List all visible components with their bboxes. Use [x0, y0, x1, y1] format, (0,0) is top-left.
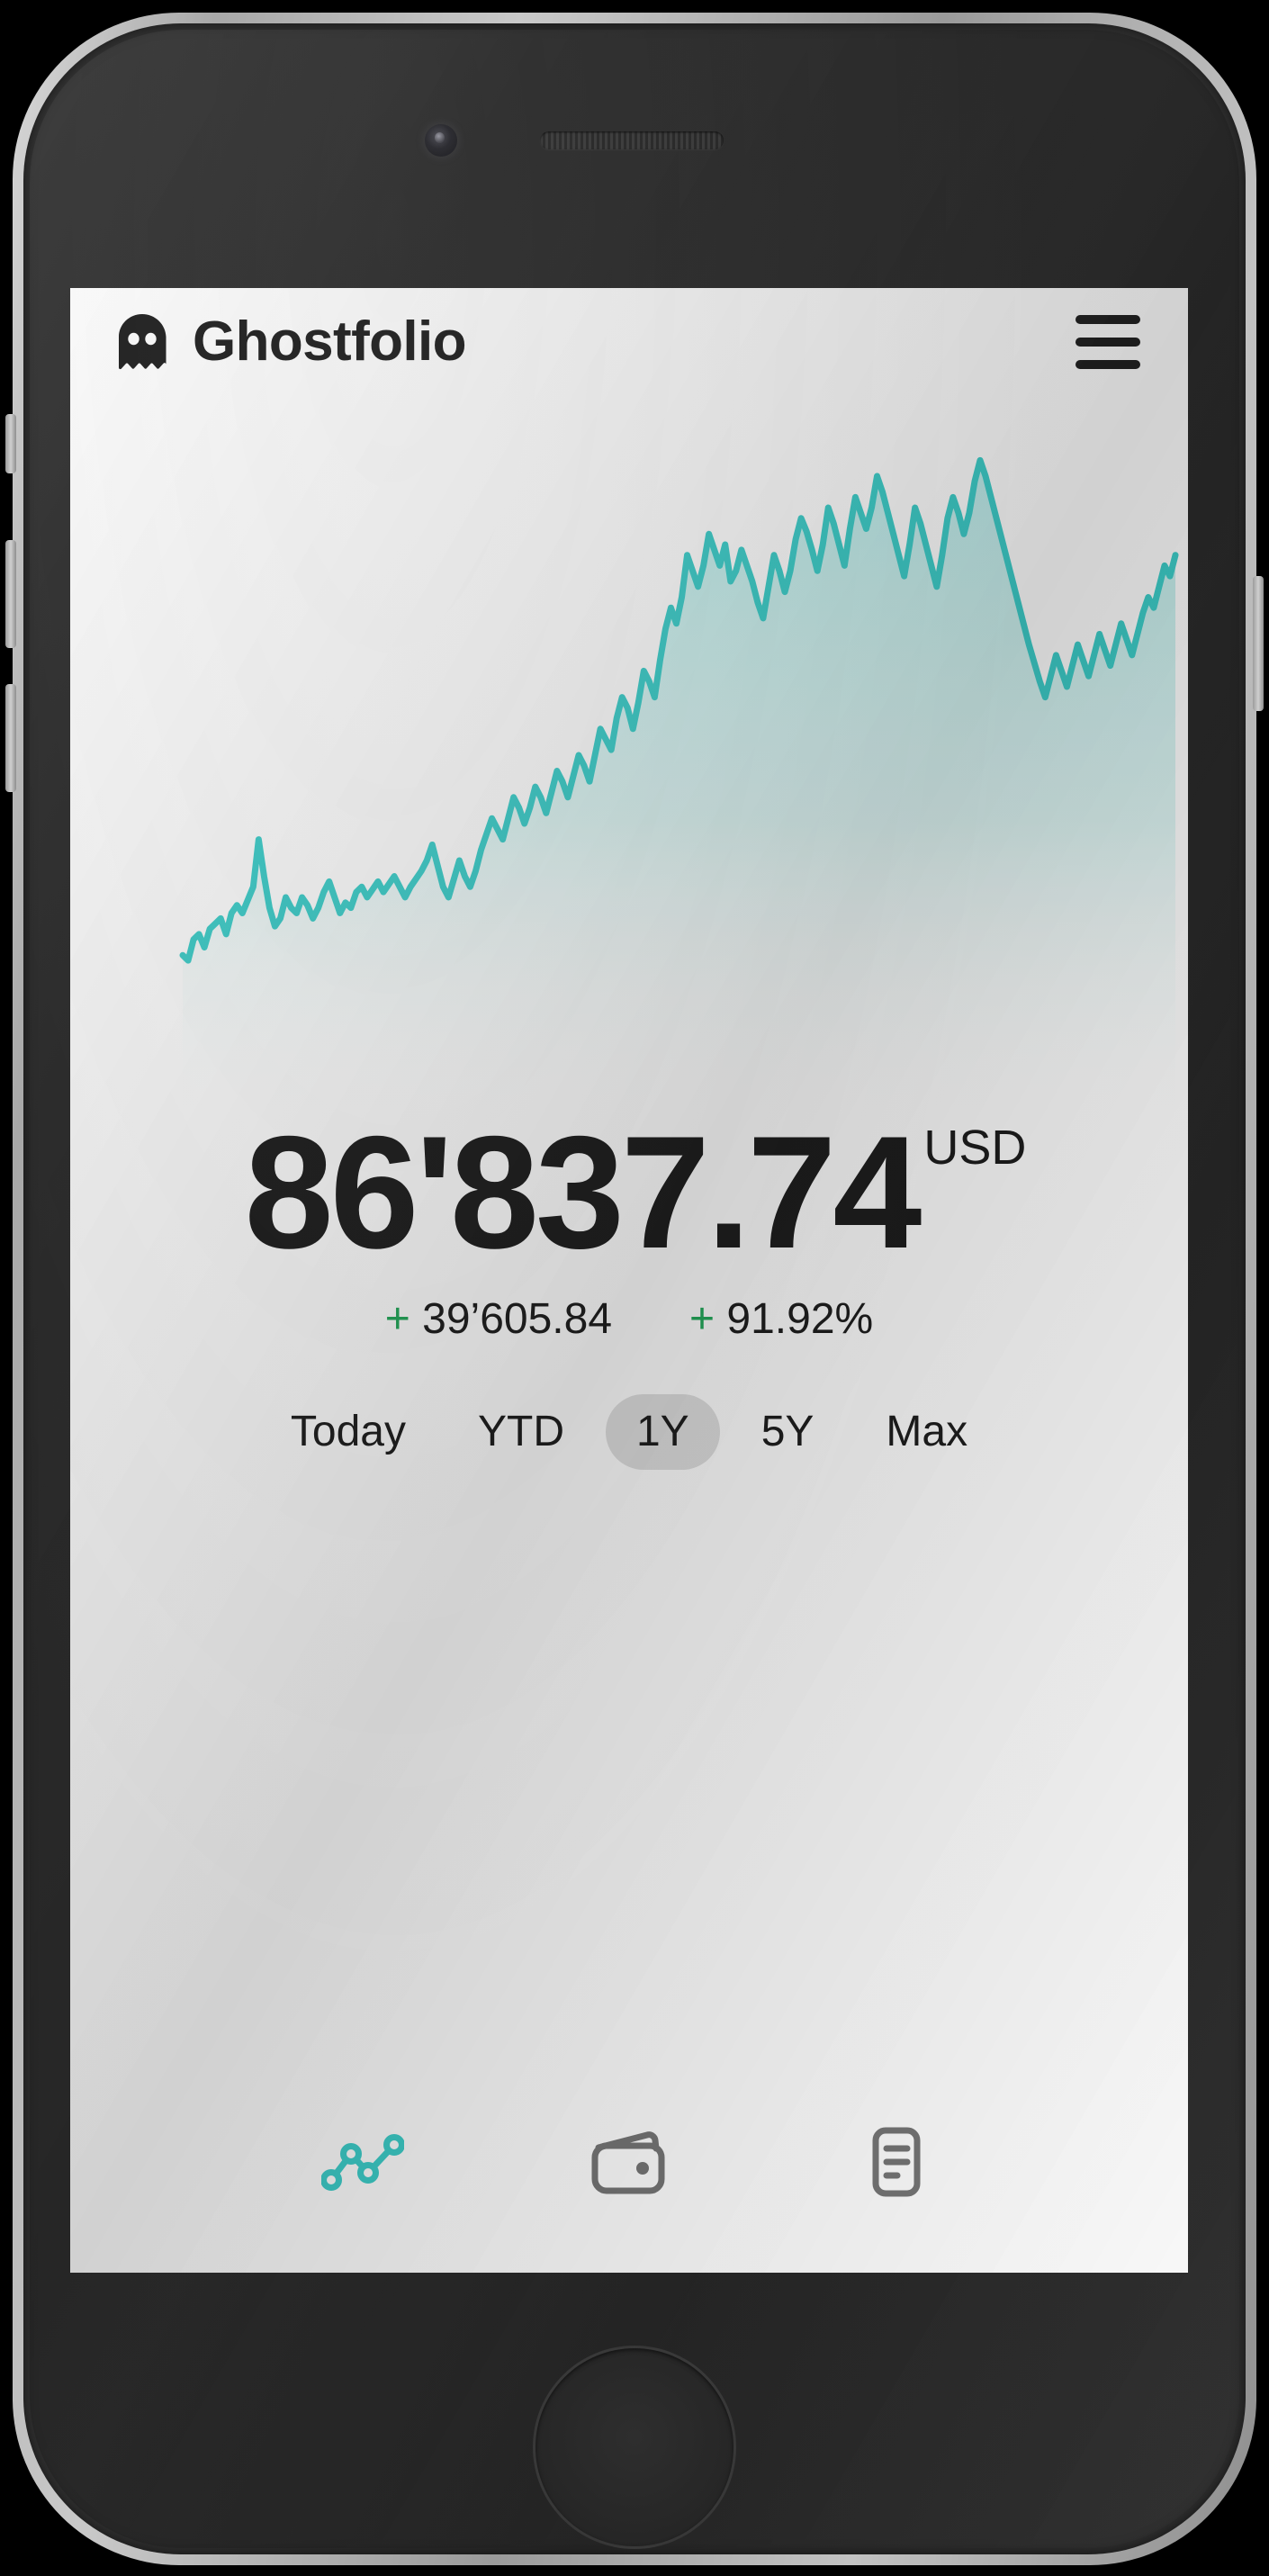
percent-change: + 91.92% [689, 1294, 873, 1344]
period-tab-1y[interactable]: 1Y [605, 1393, 720, 1471]
wallet-icon [591, 2131, 665, 2194]
app-header: Ghostfolio [70, 288, 1188, 396]
chart-area-fill [183, 460, 1175, 1116]
period-tab-ytd[interactable]: YTD [477, 1407, 564, 1455]
portfolio-change-row: + 39’605.84 + 91.92% [70, 1294, 1188, 1344]
nav-item-portfolio[interactable] [580, 2112, 679, 2211]
nav-item-transactions[interactable] [846, 2112, 945, 2211]
period-selector: Today YTD 1Y 5Y Max [70, 1393, 1188, 1471]
portfolio-currency: USD [923, 1121, 1027, 1175]
power-button[interactable] [1253, 576, 1264, 711]
absolute-change: + 39’605.84 [385, 1294, 612, 1344]
volume-down-button[interactable] [5, 684, 16, 792]
earpiece-speaker [540, 131, 724, 149]
period-tab-5y[interactable]: 5Y [760, 1407, 814, 1455]
front-camera-icon [425, 124, 457, 157]
hamburger-line [1076, 338, 1140, 347]
hamburger-line [1076, 315, 1140, 324]
percent-change-value: 91.92% [726, 1294, 874, 1343]
ghost-icon [119, 314, 166, 370]
percent-change-sign: + [689, 1294, 716, 1343]
chart-line [179, 456, 1179, 964]
hamburger-menu-icon[interactable] [1069, 303, 1147, 381]
app-title: Ghostfolio [193, 311, 467, 373]
performance-chart-svg [179, 456, 1179, 1116]
hamburger-line [1076, 360, 1140, 369]
volume-up-button[interactable] [5, 540, 16, 648]
portfolio-value: 86'837.74 [244, 1103, 922, 1282]
brand-logo[interactable]: Ghostfolio [115, 311, 467, 373]
period-tab-max[interactable]: Max [886, 1407, 968, 1455]
home-button[interactable] [533, 2346, 736, 2549]
portfolio-value-row: 86'837.74 USD [70, 1111, 1188, 1274]
line-chart-icon [321, 2134, 404, 2191]
absolute-change-sign: + [384, 1294, 410, 1343]
bottom-navigation [70, 2112, 1188, 2211]
absolute-change-value: 39’605.84 [422, 1294, 613, 1343]
document-icon [872, 2127, 921, 2197]
nav-item-overview[interactable] [313, 2112, 412, 2211]
mute-switch-button[interactable] [5, 414, 16, 473]
period-tab-today[interactable]: Today [290, 1407, 406, 1455]
app-screen: Ghostfolio [70, 288, 1188, 2273]
performance-chart[interactable] [70, 396, 1188, 1116]
